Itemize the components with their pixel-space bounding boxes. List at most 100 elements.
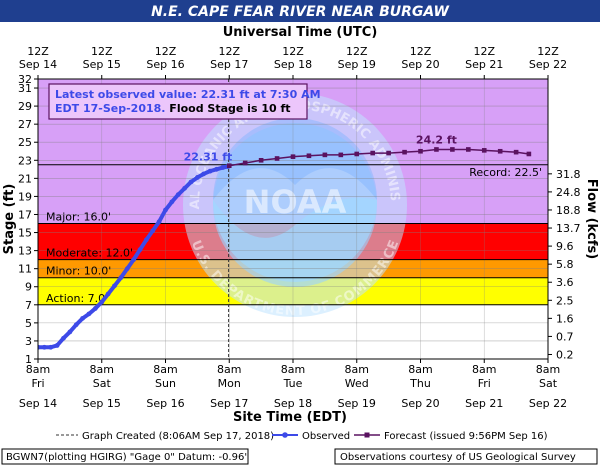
top-tick-label-date: Sep 15: [83, 58, 121, 71]
watermark-center-text: NOAA: [244, 183, 347, 221]
bottom-tick-label-day: Thu: [409, 377, 431, 390]
bottom-tick-label-time: 8am: [472, 363, 496, 376]
top-tick-label-time: 12Z: [155, 45, 177, 58]
observed-point: [188, 179, 194, 185]
bottom-tick-label-time: 8am: [90, 363, 114, 376]
forecast-point: [466, 147, 471, 152]
forecast-point: [258, 157, 264, 163]
flow-tick-label: 13.7: [556, 222, 581, 235]
bottom-tick-label-date: Sep 17: [210, 397, 248, 410]
observed-point: [182, 185, 188, 191]
observed-point: [150, 228, 156, 234]
forecast-point: [497, 148, 503, 154]
top-tick-label-date: Sep 18: [274, 58, 312, 71]
legend-forecast-marker: [364, 432, 370, 438]
forecast-point: [306, 153, 312, 159]
observed-point: [67, 329, 73, 335]
forecast-point: [274, 156, 280, 161]
bottom-tick-label-day: Sat: [93, 377, 112, 390]
annotations: 22.31 ft 24.2 ft: [184, 133, 457, 163]
observed-point: [169, 199, 175, 205]
flow-tick-label: 18.8: [556, 204, 581, 217]
bottom-tick-label-time: 8am: [153, 363, 177, 376]
flow-tick-labels: 0.2 0.7 1.6 2.5 3.6 5.8 9.6 13.7 18.8 24.8 31.8: [548, 168, 581, 361]
watermark-wave: [213, 197, 377, 282]
observed-point: [73, 322, 79, 328]
flow-tick-label: 0.7: [556, 330, 574, 343]
observed-point: [80, 315, 86, 321]
observed-point: [143, 237, 149, 243]
forecast-point: [450, 147, 455, 152]
observed-point: [201, 171, 207, 177]
record-level-label: Record: 22.5': [469, 166, 542, 179]
bottom-tick-label-day: Sat: [539, 377, 558, 390]
latest-value-line2: EDT 17-Sep-2018. Flood Stage is 10 ft: [55, 102, 291, 115]
flow-tick-label: 2.5: [556, 294, 574, 307]
latest-value-date: EDT 17-Sep-2018.: [55, 102, 165, 115]
bottom-tick-label-date: Sep 16: [146, 397, 184, 410]
forecast-crest-label: 24.2 ft: [416, 133, 457, 146]
bottom-tick-label-day: Tue: [283, 377, 303, 390]
watermark-bird: [213, 118, 377, 200]
bottom-axis-title: Site Time (EDT): [233, 410, 347, 425]
bottom-tick-label-day: Fri: [478, 377, 491, 390]
footer: BGWN7(plotting HGIRG) "Gage 0" Datum: -0…: [1, 448, 598, 465]
y2-axis-title: Flow (kcfs): [584, 179, 599, 259]
observed-point: [41, 344, 47, 350]
latest-value-box: Latest observed value: 22.31 ft at 7:30 …: [48, 83, 321, 120]
legend-created-label: Graph Created (8:06AM Sep 17, 2018): [82, 431, 274, 442]
top-tick-label-time: 12Z: [27, 45, 49, 58]
top-tick-label-date: Sep 19: [338, 58, 376, 71]
observed-point: [54, 343, 60, 348]
observed-point: [131, 257, 137, 263]
observed-point: [124, 266, 130, 272]
legend-observed-marker: [282, 432, 288, 438]
top-tick-label-time: 12Z: [282, 45, 304, 58]
observed-point: [220, 165, 226, 170]
bottom-tick-label-date: Sep 18: [274, 397, 312, 410]
observed-point: [137, 247, 143, 253]
top-tick-label-time: 12Z: [91, 45, 113, 58]
title-bar: [0, 0, 600, 22]
stage-tick-label: 5: [25, 317, 32, 330]
forecast-point: [290, 154, 296, 159]
top-tick-label-time: 12Z: [537, 45, 559, 58]
y-axis-title: Stage (ft): [2, 184, 17, 255]
stage-tick-label: 11: [18, 263, 32, 276]
chart-title: N.E. CAPE FEAR RIVER NEAR BURGAW: [151, 4, 449, 20]
flood-level-label: Major: 16.0': [46, 211, 111, 224]
observed-point: [38, 344, 41, 350]
observed-point: [163, 207, 168, 213]
flood-level-label: Minor: 10.0': [46, 265, 111, 278]
bottom-tick-label-time: 8am: [281, 363, 305, 376]
forecast-point: [386, 150, 391, 156]
bottom-tick-label-day: Mon: [218, 377, 241, 390]
top-tick-label-date: Sep 20: [401, 58, 439, 71]
stage-tick-label: 15: [18, 227, 32, 240]
stage-tick-label: 9: [25, 281, 32, 294]
observed-point: [118, 275, 124, 281]
forecast-point: [402, 149, 407, 155]
stage-tick-label: 29: [18, 100, 32, 113]
top-tick-label-date: Sep 14: [19, 58, 57, 71]
footer-datum: BGWN7(plotting HGIRG) "Gage 0" Datum: -0…: [6, 452, 247, 463]
observed-point: [194, 175, 200, 180]
bottom-tick-label-time: 8am: [408, 363, 432, 376]
observed-point: [48, 344, 54, 350]
forecast-point: [526, 151, 532, 157]
bottom-tick-label-time: 8am: [217, 363, 241, 376]
observed-point: [105, 291, 111, 297]
top-axis-title: Universal Time (UTC): [223, 25, 378, 40]
top-tick-label-date: Sep 16: [146, 58, 184, 71]
bottom-tick-label-date: Sep 20: [401, 397, 439, 410]
bottom-tick-label-day: Wed: [345, 377, 369, 390]
bottom-tick-label-time: 8am: [345, 363, 369, 376]
bottom-tick-label-day: Fri: [31, 377, 44, 390]
stage-tick-label: 25: [18, 136, 32, 149]
flood-stage-note: Flood Stage is 10 ft: [165, 102, 290, 115]
top-tick-label-time: 12Z: [346, 45, 368, 58]
observed-point: [92, 306, 98, 311]
stage-tick-label: 23: [18, 154, 32, 167]
bottom-tick-label-day: Sun: [155, 377, 176, 390]
